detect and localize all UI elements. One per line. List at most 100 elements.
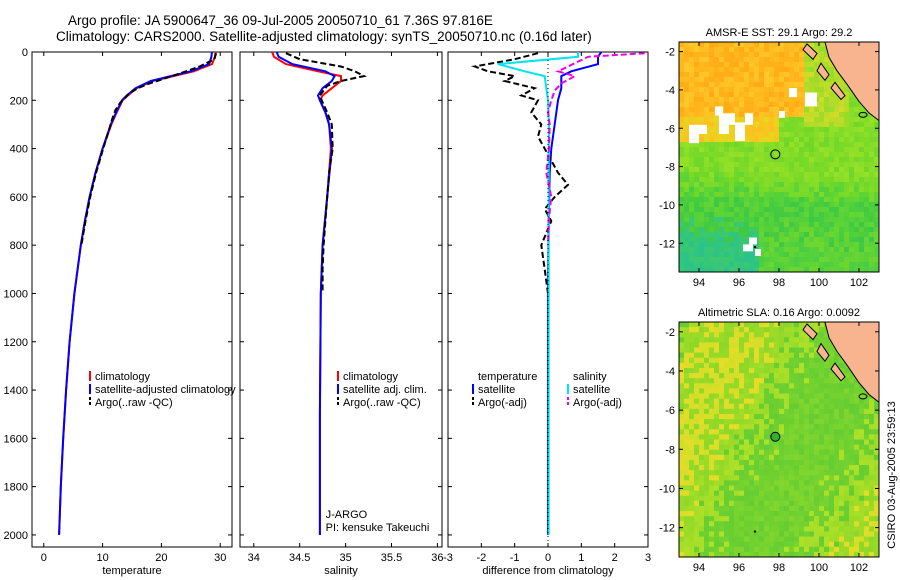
map-cell xyxy=(784,439,790,446)
map-cell xyxy=(849,454,855,461)
map-cell xyxy=(869,470,875,476)
map-cell xyxy=(859,531,865,537)
map-cell xyxy=(724,408,730,415)
map-cell xyxy=(829,257,835,263)
map-cell xyxy=(739,212,745,218)
x-tick-label: 30 xyxy=(214,552,226,564)
map-cell xyxy=(724,495,730,502)
map-cell xyxy=(869,541,875,548)
map-cell xyxy=(709,388,715,394)
map-cell xyxy=(849,490,855,497)
map-cell xyxy=(844,500,850,507)
map-cell xyxy=(874,267,879,272)
map-cell xyxy=(814,398,820,405)
map-cell xyxy=(744,367,750,374)
map-cell xyxy=(679,393,685,400)
map-cell xyxy=(699,327,705,333)
map-cell xyxy=(744,147,750,153)
map-cell xyxy=(804,373,810,379)
map-cell xyxy=(804,202,810,208)
map-cell xyxy=(869,157,875,163)
map-cell xyxy=(739,393,745,400)
map-cell xyxy=(824,202,830,208)
map-cell xyxy=(854,495,860,502)
map-cell xyxy=(699,536,705,543)
map-cell xyxy=(774,475,780,481)
map-cell xyxy=(694,470,700,476)
map-cell xyxy=(864,459,870,466)
map-cell xyxy=(774,444,780,451)
map-cell xyxy=(739,434,745,440)
map-cell xyxy=(834,541,840,548)
map-cell xyxy=(684,332,690,338)
map-cell xyxy=(714,413,720,420)
map-cell xyxy=(699,516,705,522)
map-cell xyxy=(784,500,790,507)
map-cell xyxy=(694,352,700,359)
map-cell xyxy=(749,137,755,143)
map-cell xyxy=(834,459,840,466)
map-cell xyxy=(744,434,750,440)
map-cell xyxy=(729,352,735,359)
map-cell xyxy=(799,192,805,198)
map-cell xyxy=(849,202,855,208)
map-cell xyxy=(724,207,730,213)
map-cell xyxy=(864,167,870,173)
map-cell xyxy=(739,147,745,153)
map-cell xyxy=(839,536,845,543)
map-cell xyxy=(754,459,760,466)
map-cell xyxy=(719,152,725,158)
map-cell xyxy=(784,362,790,369)
map-cell xyxy=(739,403,745,410)
map-cell xyxy=(779,393,785,400)
map-cell xyxy=(724,157,730,163)
map-cell xyxy=(799,62,805,68)
map-cell xyxy=(764,367,770,374)
map-cell xyxy=(849,449,855,456)
map-cell xyxy=(864,257,870,263)
map-cell xyxy=(794,521,800,527)
map-cell xyxy=(759,327,765,333)
map-cell xyxy=(719,398,725,405)
map-cell xyxy=(769,378,775,384)
map-cell xyxy=(834,546,840,553)
map-cell xyxy=(839,500,845,507)
map-cell xyxy=(769,454,775,461)
map-cell xyxy=(799,434,805,440)
map-cell xyxy=(704,137,710,143)
map-cell xyxy=(764,162,770,168)
map-cell xyxy=(749,177,755,183)
map-cell xyxy=(834,424,840,430)
map-cell xyxy=(794,511,800,517)
map-cell xyxy=(779,322,785,328)
map-cell xyxy=(859,167,865,173)
map-cell xyxy=(769,327,775,333)
map-cell xyxy=(814,162,820,168)
map-cell xyxy=(799,403,805,410)
map-cell xyxy=(759,147,765,153)
map-cell xyxy=(724,429,730,435)
map-cell xyxy=(714,327,720,333)
map-cell xyxy=(744,57,750,63)
map-cell xyxy=(809,112,815,118)
map-cell xyxy=(744,232,750,238)
map-cell xyxy=(789,531,795,537)
map-cell xyxy=(864,521,870,527)
map-cell xyxy=(859,197,865,203)
map-cell xyxy=(799,485,805,491)
map-cell xyxy=(874,434,879,440)
island xyxy=(816,62,830,82)
map-cell xyxy=(684,459,690,466)
map-cell xyxy=(679,127,685,133)
map-cell xyxy=(749,398,755,405)
map-cell xyxy=(719,449,725,456)
map-cell xyxy=(789,152,795,158)
map-cell xyxy=(764,132,770,138)
map-cell xyxy=(759,182,765,188)
map-cell xyxy=(794,470,800,476)
map-cell xyxy=(789,137,795,143)
map-cell xyxy=(814,192,820,198)
map-cell xyxy=(699,495,705,502)
map-cell xyxy=(704,383,710,389)
map-cell xyxy=(744,347,750,354)
